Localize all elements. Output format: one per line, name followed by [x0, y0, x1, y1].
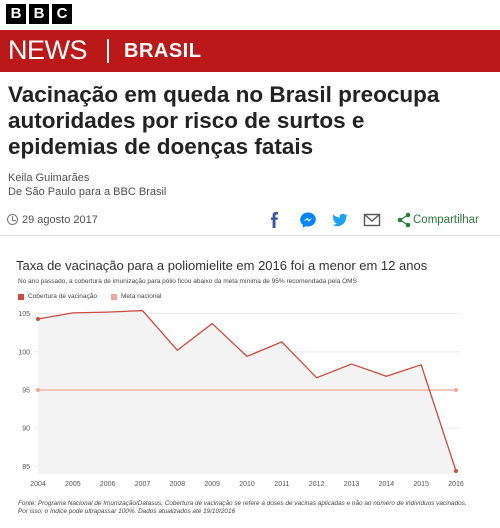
legend-label: Cobertura de vacinação — [28, 293, 98, 300]
bbc-logo-block: B — [29, 4, 49, 24]
bbc-logo-block: B — [6, 4, 26, 24]
coverage-point — [36, 316, 40, 321]
share-icon[interactable] — [395, 211, 413, 229]
x-tick-label: 2016 — [448, 481, 464, 488]
headline-line: autoridades por risco de surtos e — [8, 108, 365, 133]
article-meta-row: 29 agosto 2017 Compartilhar — [0, 204, 500, 236]
bbc-logo-block: C — [52, 4, 72, 24]
coverage-area — [38, 310, 456, 474]
twitter-icon[interactable] — [331, 211, 349, 229]
section-link-brasil[interactable]: BRASIL — [124, 40, 202, 62]
coverage-line — [37, 309, 457, 472]
news-home-link[interactable]: NEWS — [8, 35, 88, 65]
y-tick-label: 85 — [22, 464, 30, 471]
y-tick-label: 90 — [22, 426, 30, 433]
coverage-point — [454, 468, 458, 473]
bbc-header: B B C — [0, 0, 500, 28]
author-name: Keila Guimarães — [8, 172, 90, 184]
line-chart: 85 90 95 100 105 2004 2005 2006 2007 2008 2009 2010… — [18, 309, 464, 488]
x-tick-label: 2006 — [100, 481, 116, 488]
messenger-icon[interactable] — [299, 211, 317, 229]
x-tick-label: 2013 — [344, 481, 360, 488]
legend-swatch-coverage — [18, 293, 24, 300]
article-headline: Vacinação em queda no Brasil preocupa au… — [8, 82, 488, 160]
target-point — [454, 388, 458, 392]
headline-line: epidemias de doenças fatais — [8, 134, 314, 159]
y-tick-label: 100 — [18, 349, 30, 356]
chart-title: Taxa de vacinação para a poliomielite em… — [16, 258, 428, 273]
x-tick-label: 2012 — [309, 481, 325, 488]
y-tick-label: 95 — [22, 388, 30, 395]
x-tick-label: 2005 — [65, 481, 81, 488]
x-tick-label: 2014 — [379, 481, 395, 488]
x-tick-label: 2010 — [239, 481, 255, 488]
target-point — [36, 388, 40, 392]
x-tick-label: 2004 — [30, 481, 46, 488]
legend-swatch-target — [111, 293, 118, 300]
x-tick-label: 2009 — [204, 481, 220, 488]
facebook-icon[interactable] — [266, 211, 284, 229]
chart-footnote: Fonte: Programa Nacional de Imunização/D… — [18, 500, 467, 515]
x-tick-label: 2008 — [170, 481, 186, 488]
legend-label: Meta nacional — [121, 293, 162, 300]
article-date: 29 agosto 2017 — [22, 214, 98, 226]
x-tick-label: 2007 — [135, 481, 151, 488]
nav-divider — [107, 39, 109, 63]
author-location: De São Paulo para a BBC Brasil — [8, 186, 167, 198]
chart-subtitle: No ano passado, a cobertura de imunizaçã… — [18, 278, 357, 285]
email-icon[interactable] — [363, 211, 381, 229]
headline-line: Vacinação em queda no Brasil preocupa — [8, 82, 440, 107]
chart-legend: Cobertura de vacinação Meta nacional — [18, 293, 162, 300]
y-tick-label: 105 — [18, 311, 30, 318]
share-button[interactable]: Compartilhar — [413, 214, 479, 226]
clock-icon — [7, 214, 18, 225]
bbc-logo[interactable]: B B C — [6, 4, 72, 24]
chart-figure: 85 90 95 100 105 2004 2005 2006 2007 2008 2009 2010… — [6, 248, 492, 524]
x-tick-label: 2011 — [274, 481, 289, 488]
news-nav-bar: NEWS BRASIL — [0, 30, 500, 72]
x-tick-label: 2015 — [413, 481, 429, 488]
